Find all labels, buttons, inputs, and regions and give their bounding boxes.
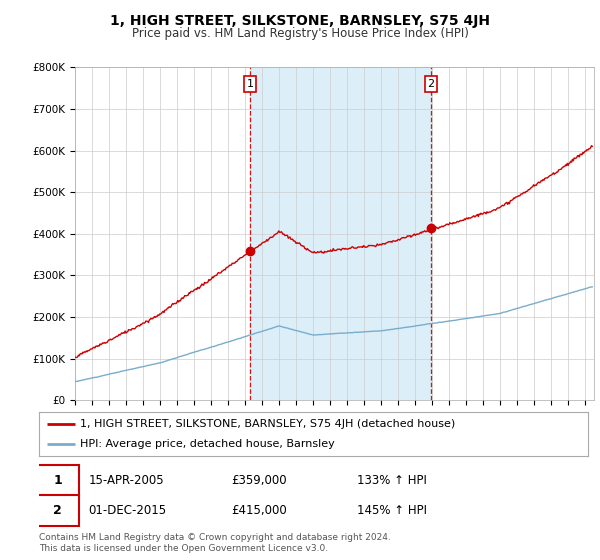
Text: 1: 1 [53,474,62,487]
FancyBboxPatch shape [36,465,79,496]
Text: 15-APR-2005: 15-APR-2005 [88,474,164,487]
Text: 01-DEC-2015: 01-DEC-2015 [88,504,167,517]
Text: £415,000: £415,000 [231,504,287,517]
Text: 2: 2 [53,504,62,517]
Bar [250,67,431,400]
Text: Contains HM Land Registry data © Crown copyright and database right 2024.
This d: Contains HM Land Registry data © Crown c… [39,533,391,553]
Text: 145% ↑ HPI: 145% ↑ HPI [358,504,427,517]
FancyBboxPatch shape [36,495,79,526]
Text: 133% ↑ HPI: 133% ↑ HPI [358,474,427,487]
Text: 2: 2 [427,79,434,89]
Text: £359,000: £359,000 [231,474,287,487]
Text: 1, HIGH STREET, SILKSTONE, BARNSLEY, S75 4JH (detached house): 1, HIGH STREET, SILKSTONE, BARNSLEY, S75… [80,419,455,429]
Text: HPI: Average price, detached house, Barnsley: HPI: Average price, detached house, Barn… [80,439,335,449]
Text: 1, HIGH STREET, SILKSTONE, BARNSLEY, S75 4JH: 1, HIGH STREET, SILKSTONE, BARNSLEY, S75… [110,14,490,28]
Text: 1: 1 [247,79,254,89]
Text: Price paid vs. HM Land Registry's House Price Index (HPI): Price paid vs. HM Land Registry's House … [131,27,469,40]
